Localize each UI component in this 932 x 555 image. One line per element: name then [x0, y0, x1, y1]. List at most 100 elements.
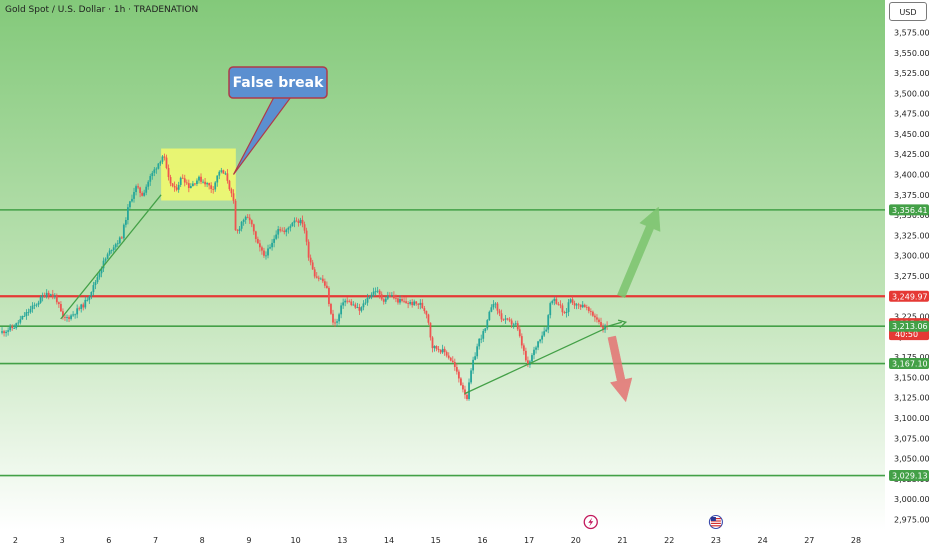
candle-body — [226, 173, 229, 181]
candle-body — [94, 282, 97, 286]
candle-body — [129, 201, 131, 208]
candle-body — [222, 170, 225, 174]
candle-body — [86, 299, 89, 301]
y-tick-label: 3,100.00 — [894, 414, 930, 423]
candle-body — [376, 290, 379, 292]
trendline-1 — [464, 328, 606, 395]
candle-body — [334, 322, 336, 324]
candle-body — [551, 300, 554, 304]
y-tick-label: 3,150.00 — [894, 373, 930, 382]
y-tick-label: 3,375.00 — [894, 191, 930, 200]
candle-body — [124, 219, 127, 225]
lightning-bolt-glyph — [588, 517, 594, 527]
candle-body — [541, 335, 544, 340]
candle-body — [47, 292, 50, 296]
candle-body — [480, 338, 483, 340]
candle-body — [55, 296, 58, 303]
candle-body — [220, 170, 223, 172]
candle-body — [208, 183, 211, 186]
y-tick-label: 3,425.00 — [894, 150, 930, 159]
candle-body — [425, 311, 428, 315]
candle-body — [90, 292, 93, 297]
candle-body — [524, 350, 527, 361]
candle-body — [356, 307, 359, 308]
candle-body — [522, 345, 525, 351]
candle-body — [149, 176, 152, 182]
candle-body — [409, 301, 412, 304]
candle-body — [11, 326, 14, 329]
candle-body — [1, 331, 3, 333]
candle-body — [92, 285, 95, 293]
candle-body — [108, 250, 111, 255]
candle-body — [232, 193, 235, 201]
candle-body — [171, 183, 174, 187]
candle-body — [393, 295, 395, 299]
candle-body — [579, 304, 582, 308]
candle-body — [189, 186, 192, 189]
candle-body — [378, 290, 381, 295]
candle-body — [196, 180, 198, 185]
candle-body — [427, 314, 430, 323]
chart-title: Gold Spot / U.S. Dollar · 1h · TRADENATI… — [5, 5, 199, 15]
candle-body — [84, 299, 87, 308]
candle-body — [462, 385, 464, 390]
y-tick-label: 3,075.00 — [894, 434, 930, 443]
y-tick-label: 3,300.00 — [894, 252, 930, 261]
candle-body — [413, 301, 416, 306]
candle-body — [194, 183, 196, 185]
candle-body — [218, 171, 221, 176]
candle-body — [287, 227, 290, 230]
candle-body — [21, 316, 24, 320]
candle-body — [421, 302, 424, 309]
x-tick-label: 22 — [664, 536, 674, 545]
candle-body — [344, 300, 347, 303]
candle-body — [151, 172, 154, 177]
candle-body — [342, 302, 345, 306]
x-tick-label: 20 — [571, 536, 581, 545]
candle-body — [346, 300, 349, 302]
candle-body — [265, 255, 267, 257]
candle-body — [405, 301, 407, 304]
candle-body — [366, 297, 369, 303]
candle-body — [106, 254, 109, 259]
candle-body — [131, 198, 133, 202]
candle-body — [559, 304, 562, 306]
x-tick-label: 23 — [711, 536, 721, 545]
y-tick-label: 3,175.00 — [894, 353, 930, 362]
x-tick-label: 2 — [13, 536, 18, 545]
candle-body — [591, 311, 594, 316]
candle-body — [472, 359, 474, 371]
x-tick-label: 27 — [804, 536, 814, 545]
candle-body — [382, 299, 385, 302]
candle-body — [27, 312, 30, 313]
candle-body — [169, 177, 172, 184]
candle-body — [102, 260, 105, 269]
candle-body — [60, 304, 62, 312]
candle-body — [118, 237, 121, 244]
candle-body — [19, 319, 22, 323]
candle-body — [319, 278, 322, 280]
candle-body — [104, 258, 107, 261]
currency-button[interactable]: USD — [889, 2, 927, 21]
price-level-tag — [889, 320, 929, 332]
candle-body — [43, 295, 46, 297]
y-tick-label: 3,325.00 — [894, 231, 930, 240]
x-tick-label: 8 — [200, 536, 205, 545]
candle-body — [386, 295, 389, 299]
candle-body — [598, 319, 600, 323]
candle-body — [74, 314, 77, 316]
candle-body — [31, 305, 34, 310]
candle-body — [98, 273, 101, 278]
candle-body — [476, 346, 479, 357]
price-level-label: 3,213.06 — [892, 322, 928, 331]
candle-body — [447, 355, 450, 358]
candle-body — [147, 181, 150, 187]
price-level-tag — [889, 470, 929, 482]
candle-body — [114, 244, 117, 248]
candle-body — [315, 276, 318, 278]
candle-body — [163, 156, 166, 158]
flag-canton — [710, 517, 716, 521]
candle-body — [338, 314, 340, 322]
